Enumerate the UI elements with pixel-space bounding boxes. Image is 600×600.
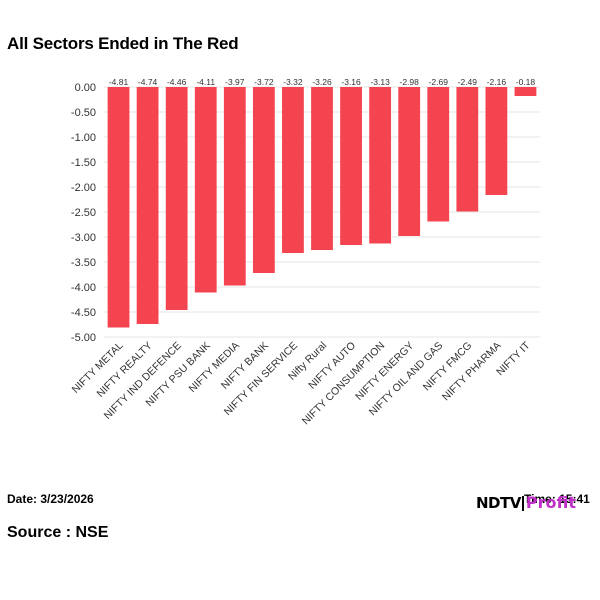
bar xyxy=(107,87,130,328)
source-label: Source : NSE xyxy=(7,524,109,541)
bar xyxy=(282,87,304,253)
chart-title: All Sectors Ended in The Red xyxy=(7,34,239,53)
y-tick-label: -2.00 xyxy=(71,182,96,194)
y-tick-label: -3.50 xyxy=(71,257,96,269)
bar xyxy=(136,87,159,324)
bar xyxy=(398,87,421,236)
logo-profit-text: Profit xyxy=(525,493,576,512)
y-tick-label: -2.50 xyxy=(71,207,96,219)
bar xyxy=(485,87,508,195)
data-label: -4.74 xyxy=(138,77,158,87)
y-tick-label: -4.00 xyxy=(71,282,96,294)
y-tick-label: -1.00 xyxy=(71,132,96,144)
logo-ndtv-text: NDTV xyxy=(476,493,521,512)
bar xyxy=(340,87,362,245)
data-label: -4.46 xyxy=(167,77,187,87)
bar xyxy=(369,87,392,244)
bar xyxy=(165,87,188,310)
bar xyxy=(223,87,246,286)
y-tick-label: -4.50 xyxy=(71,307,96,319)
bar xyxy=(456,87,479,212)
data-label: -3.13 xyxy=(370,77,390,87)
date-label: Date: 3/23/2026 xyxy=(7,492,94,506)
data-label: -2.69 xyxy=(429,77,449,87)
y-tick-label: -3.00 xyxy=(71,232,96,244)
bar xyxy=(194,87,217,293)
data-label: -4.81 xyxy=(109,77,129,87)
bar xyxy=(514,87,537,96)
y-tick-label: -5.00 xyxy=(71,332,96,344)
data-label: -3.97 xyxy=(225,77,245,87)
data-label: -3.72 xyxy=(254,77,274,87)
bar xyxy=(252,87,275,273)
y-tick-label: -0.50 xyxy=(71,107,96,119)
y-tick-label: -1.50 xyxy=(71,157,96,169)
bar-chart: 0.00 -0.50 -1.00 -1.50 -2.00 -2.50 -3.00 -3.50 -… xyxy=(70,77,540,427)
data-label: -3.26 xyxy=(312,77,332,87)
data-label: -3.32 xyxy=(283,77,303,87)
bar xyxy=(427,87,450,222)
time-label: Time: 15:41 xyxy=(524,492,590,506)
bar xyxy=(311,87,333,250)
y-tick-label: 0.00 xyxy=(75,82,96,94)
logo-separator xyxy=(521,495,524,511)
data-label: -2.98 xyxy=(400,77,420,87)
data-label: -4.11 xyxy=(196,77,215,87)
ndtv-profit-logo: NDTV Profit xyxy=(476,492,576,514)
data-label: -3.16 xyxy=(341,77,361,87)
data-label: -2.49 xyxy=(458,77,478,87)
data-label: -2.16 xyxy=(487,77,507,87)
data-label: -0.18 xyxy=(516,77,536,87)
